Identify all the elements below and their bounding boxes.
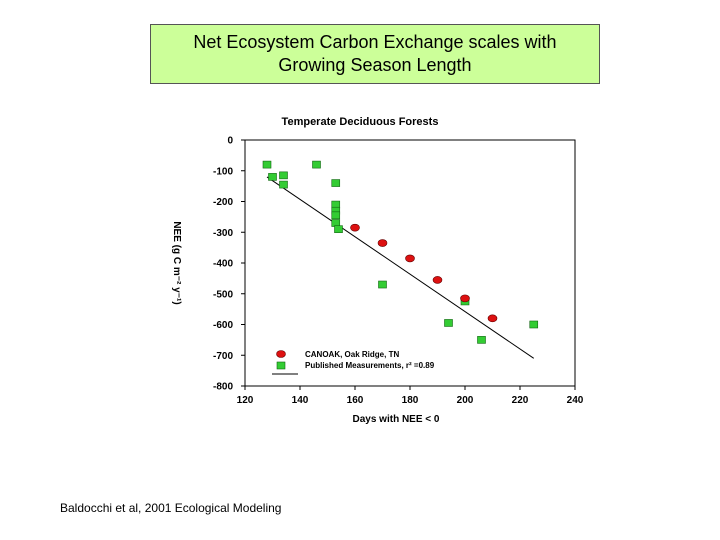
y-tick-label: -100: [213, 166, 233, 177]
published-measurement-point: [331, 179, 341, 187]
slide-title-line-2: Growing Season Length: [278, 55, 472, 75]
x-tick-label: 160: [347, 395, 364, 406]
canoak-point: [350, 223, 360, 232]
slide-title-box: Net Ecosystem Carbon Exchange scales wit…: [150, 24, 600, 84]
legend-published-marker: [276, 361, 286, 370]
x-tick-label: 240: [567, 395, 584, 406]
published-measurement-point: [268, 173, 277, 181]
y-tick-label: -300: [213, 228, 233, 239]
canoak-point: [460, 294, 470, 303]
y-axis-ticks: 0 -100 -200 -300 -400 -500 -600 -700 -800: [213, 136, 245, 393]
canoak-point: [432, 276, 443, 284]
y-tick-label: -800: [213, 382, 233, 393]
legend-canoak-label: CANOAK, Oak Ridge, TN: [305, 350, 399, 359]
chart-container: Temperate Deciduous Forests 0 -100 -200 -30…: [160, 105, 600, 435]
regression-line: [266, 176, 535, 359]
legend-published-label: Published Measurements, r² =0.89: [305, 361, 435, 370]
published-measurement-point: [262, 160, 272, 169]
canoak-point: [487, 314, 498, 323]
y-tick-label: -400: [213, 259, 233, 270]
canoak-point: [377, 239, 388, 247]
y-tick-label: -500: [213, 289, 233, 300]
y-tick-label: 0: [227, 136, 233, 147]
published-measurement-point: [444, 319, 453, 327]
published-measurement-point: [477, 336, 486, 344]
published-measurement-point: [334, 225, 343, 233]
x-axis-label: Days with NEE < 0: [353, 414, 440, 425]
x-tick-label: 140: [292, 395, 309, 406]
legend-canoak-marker: [276, 350, 286, 358]
published-measurement-point: [279, 171, 288, 180]
y-tick-label: -700: [213, 351, 233, 362]
x-tick-label: 120: [237, 395, 254, 406]
y-tick-label: -200: [213, 197, 233, 208]
scatter-chart: Temperate Deciduous Forests 0 -100 -200 -30…: [171, 116, 584, 425]
data-marks: [262, 160, 539, 359]
plot-area: [244, 139, 576, 387]
published-measurement-point: [331, 211, 341, 220]
published-measurement-point: [378, 280, 387, 289]
published-measurement-point: [279, 180, 288, 189]
x-tick-label: 220: [512, 395, 529, 406]
published-measurement-point: [312, 160, 321, 169]
canoak-point: [405, 254, 415, 263]
y-tick-label: -600: [213, 320, 233, 331]
chart-legend: CANOAK, Oak Ridge, TN Published Measureme…: [272, 350, 435, 375]
x-tick-label: 180: [402, 395, 419, 406]
x-tick-label: 200: [457, 395, 474, 406]
published-measurement-point: [529, 320, 539, 329]
citation-text: Baldocchi et al, 2001 Ecological Modelin…: [60, 501, 282, 515]
chart-title: Temperate Deciduous Forests: [282, 116, 439, 128]
slide-title-line-1: Net Ecosystem Carbon Exchange scales wit…: [193, 32, 557, 52]
x-axis-ticks: 120 140 160 180 200 220 240: [237, 386, 584, 406]
y-axis-label: NEE (g C m⁻² y⁻¹): [171, 221, 182, 304]
